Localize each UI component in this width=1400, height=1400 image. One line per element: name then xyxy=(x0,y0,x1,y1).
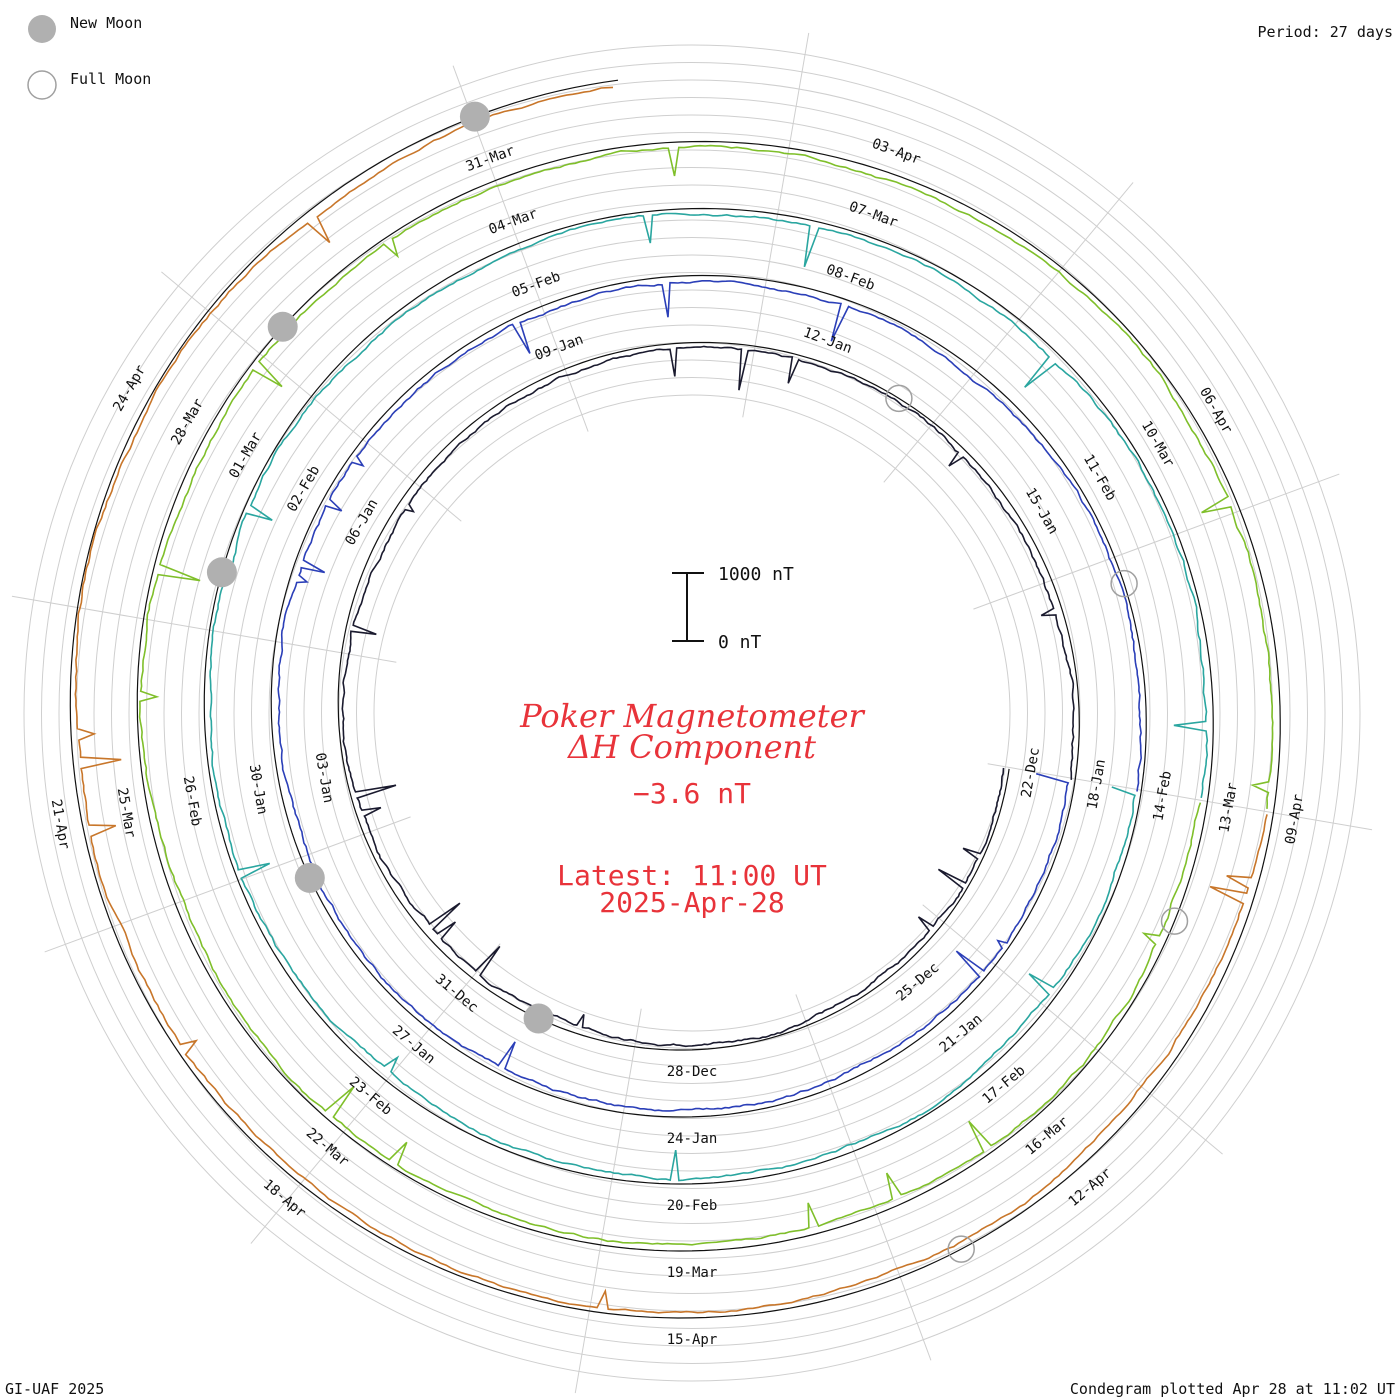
date-label: 31-Dec xyxy=(432,971,481,1016)
current-value: −3.6 nT xyxy=(633,777,751,810)
date-label: 06-Apr xyxy=(1196,385,1235,437)
ring-trace-13-Mar xyxy=(138,144,1274,1246)
full-moon-legend-label: Full Moon xyxy=(70,70,151,88)
ring-trace-14-Feb xyxy=(209,212,1209,1182)
ring-trace-09-Apr xyxy=(74,86,1268,1314)
footer-plotted-time: Condegram plotted Apr 28 at 11:02 UT xyxy=(1070,1380,1395,1398)
grid-spoke xyxy=(987,763,1373,831)
date-label: 19-Mar xyxy=(667,1265,718,1281)
moon-markers xyxy=(206,101,1189,1263)
date-label: 17-Feb xyxy=(979,1063,1028,1108)
full-moon-legend-icon xyxy=(27,70,57,100)
grid-ring xyxy=(128,149,1256,1277)
date-label: 12-Jan xyxy=(801,325,854,357)
grid-spoke xyxy=(922,904,1223,1155)
date-label: 12-Apr xyxy=(1066,1165,1115,1210)
new-moon-legend-label: New Moon xyxy=(70,14,142,32)
date-label: 26-Feb xyxy=(180,775,205,828)
grid-ring xyxy=(356,377,1028,1049)
grid-ring xyxy=(41,62,1343,1364)
date-label: 28-Mar xyxy=(168,396,207,448)
date-label: 21-Jan xyxy=(936,1011,985,1056)
date-label: 13-Mar xyxy=(1216,781,1241,834)
date-label: 30-Jan xyxy=(246,763,271,816)
grid-spoke xyxy=(574,1008,642,1394)
date-label: 31-Mar xyxy=(464,143,517,175)
latest-date: 2025-Apr-28 xyxy=(599,886,784,919)
new-moon-marker xyxy=(267,311,298,342)
legend: New Moon Full Moon xyxy=(27,14,151,100)
grid-ring xyxy=(198,219,1186,1207)
grid-ring xyxy=(181,202,1203,1224)
ring-trace-22-Dec xyxy=(341,345,1075,1048)
date-label: 24-Jan xyxy=(667,1131,718,1147)
scale-bar: 1000 nT 0 nT xyxy=(672,564,794,653)
grid-spoke xyxy=(44,816,411,953)
baseline-spiral xyxy=(69,79,1281,1319)
grid-ring xyxy=(233,254,1151,1172)
chart-title-line1: Poker Magnetometer xyxy=(519,697,865,735)
footer-credit: GI-UAF 2025 xyxy=(5,1380,104,1398)
latest-time: Latest: 11:00 UT xyxy=(557,859,827,892)
new-moon-marker xyxy=(523,1003,554,1034)
new-moon-marker xyxy=(206,557,237,588)
date-label: 11-Feb xyxy=(1080,452,1119,504)
date-label: 24-Apr xyxy=(110,362,149,414)
date-label: 08-Feb xyxy=(824,262,877,294)
date-label: 07-Mar xyxy=(847,199,900,231)
grid-spoke xyxy=(795,994,932,1361)
new-moon-marker xyxy=(459,101,490,132)
full-moon-marker xyxy=(1160,907,1189,935)
date-label: 05-Feb xyxy=(510,269,563,301)
full-moon-marker xyxy=(1110,569,1138,598)
grid-ring xyxy=(163,184,1221,1242)
full-moon-marker xyxy=(885,384,913,413)
date-label: 10-Mar xyxy=(1138,418,1177,470)
date-label: 16-Mar xyxy=(1023,1114,1072,1159)
date-label: 25-Dec xyxy=(893,960,942,1005)
grid-spoke xyxy=(11,595,397,663)
grid-ring xyxy=(373,394,1011,1032)
scale-bottom-label: 0 nT xyxy=(718,632,762,653)
date-label: 04-Mar xyxy=(487,206,540,238)
date-label: 14-Feb xyxy=(1150,770,1175,823)
grid-spoke xyxy=(883,182,1134,483)
grid-spoke xyxy=(973,473,1340,610)
date-label: 23-Feb xyxy=(346,1074,395,1119)
date-label: 06-Jan xyxy=(342,496,381,548)
grid-ring xyxy=(146,167,1238,1259)
grid-ring xyxy=(303,324,1081,1102)
grid-ring xyxy=(268,289,1116,1137)
date-label: 09-Apr xyxy=(1282,793,1307,846)
new-moon-legend-icon xyxy=(28,15,56,43)
full-moon-marker xyxy=(947,1235,975,1263)
grid-ring xyxy=(216,237,1168,1189)
ring-trace-18-Jan xyxy=(277,280,1143,1112)
grid-ring xyxy=(286,307,1098,1119)
grid-ring xyxy=(23,44,1361,1382)
scale-top-label: 1000 nT xyxy=(718,564,794,585)
ring-baselines xyxy=(69,79,1281,1319)
date-label: 15-Jan xyxy=(1022,485,1061,537)
date-label: 20-Feb xyxy=(667,1198,718,1214)
grid-spoke xyxy=(250,943,501,1244)
date-label: 03-Jan xyxy=(312,752,337,805)
grid-ring xyxy=(251,272,1133,1154)
data-traces xyxy=(74,86,1274,1314)
period-label: Period: 27 days xyxy=(1258,23,1393,41)
new-moon-marker xyxy=(294,862,325,893)
date-label: 28-Dec xyxy=(667,1064,718,1080)
grid-spoke xyxy=(742,32,810,418)
chart-title-line2: ΔH Component xyxy=(566,728,816,766)
date-label: 01-Mar xyxy=(226,429,265,481)
date-label: 22-Mar xyxy=(303,1125,352,1170)
date-label: 15-Apr xyxy=(667,1332,718,1348)
grid-ring xyxy=(93,114,1291,1312)
grid-ring xyxy=(58,79,1326,1347)
